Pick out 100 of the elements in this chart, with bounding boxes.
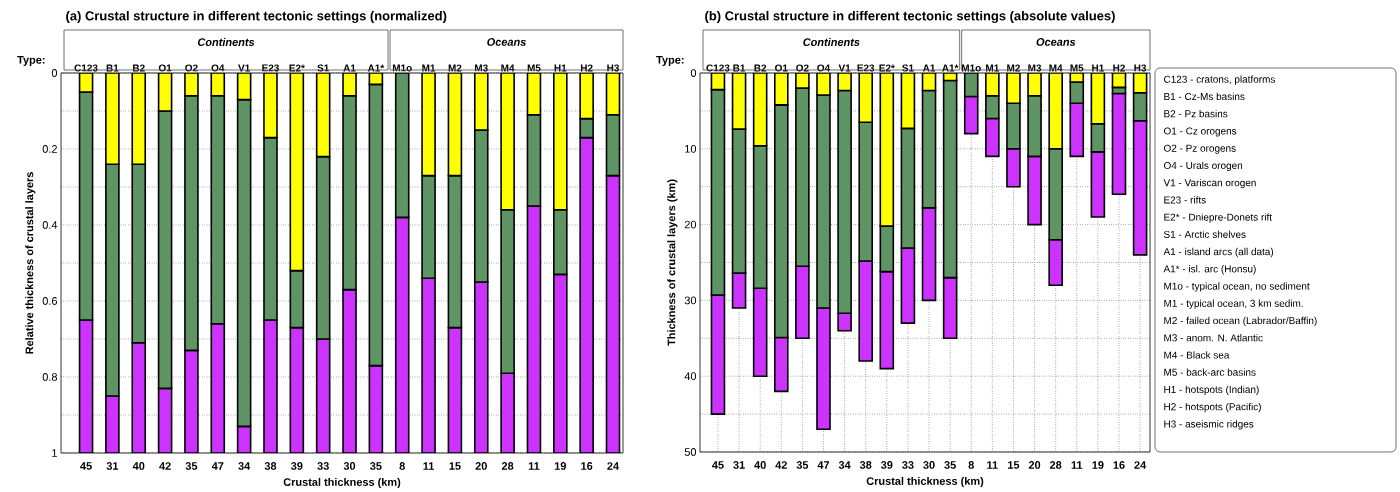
bar bbox=[1090, 151, 1106, 218]
x-tick-label: O4 bbox=[817, 64, 831, 72]
text: 42 bbox=[159, 462, 171, 470]
y-tick-label: 10 bbox=[685, 144, 697, 153]
bar bbox=[1111, 92, 1127, 196]
bar bbox=[315, 338, 331, 453]
bar bbox=[78, 91, 94, 321]
text: 33 bbox=[317, 462, 329, 470]
y-tick-label: 0.8 bbox=[42, 373, 58, 381]
text: M5 - back-arc basins bbox=[1164, 368, 1256, 376]
x-tick-label: H2 bbox=[1113, 64, 1125, 72]
text: 20 bbox=[1028, 461, 1041, 469]
text: S1 - Arctic shelves bbox=[1163, 230, 1246, 238]
bar bbox=[315, 72, 331, 158]
text: M1 - typical ocean, 3 km sedim. bbox=[1164, 299, 1303, 309]
bar bbox=[447, 174, 463, 329]
text: 42 bbox=[775, 461, 787, 469]
text: 20 bbox=[475, 462, 487, 470]
y-tick-label: 0 bbox=[690, 69, 697, 77]
text: B1 - Cz-Ms basins bbox=[1164, 92, 1245, 101]
text: 28 bbox=[501, 462, 514, 470]
text: C123 - cratons, platforms bbox=[1164, 75, 1275, 85]
bar bbox=[289, 326, 305, 453]
y-axis-title: Thickness of crustal layers (km) bbox=[667, 179, 678, 346]
y-tick-label: 50 bbox=[684, 448, 697, 456]
x-tick-label: B2 bbox=[754, 64, 767, 72]
text: 35 bbox=[944, 461, 956, 469]
bar bbox=[605, 174, 621, 453]
x-tick-label: O2 bbox=[185, 64, 198, 72]
text: 30 bbox=[343, 462, 356, 470]
y-tick-label: 40 bbox=[684, 372, 697, 381]
x-tick-label: H1 bbox=[554, 64, 567, 72]
x-tick-label: V1 bbox=[838, 64, 851, 72]
text: M2 - failed ocean (Labrador/Baffin) bbox=[1164, 316, 1317, 327]
bar bbox=[157, 387, 173, 453]
x-tick-label: C123 bbox=[74, 64, 98, 72]
text: 24 bbox=[607, 462, 620, 470]
text: 8 bbox=[968, 461, 974, 469]
text: 35 bbox=[796, 461, 809, 469]
x-tick-label: M4 bbox=[1049, 64, 1063, 72]
text: 15 bbox=[449, 462, 461, 470]
text: 38 bbox=[859, 461, 872, 469]
bar bbox=[236, 98, 252, 428]
text: O2 - Pz orogens bbox=[1163, 144, 1236, 154]
y-tick-label: 20 bbox=[684, 220, 697, 229]
bar bbox=[985, 117, 1000, 158]
bar bbox=[752, 144, 768, 290]
y-tick-label: 0.6 bbox=[42, 297, 58, 305]
bar bbox=[921, 207, 937, 302]
bar bbox=[880, 73, 894, 227]
text: V1 - Variscan orogen bbox=[1163, 178, 1256, 189]
x-tick-label: M2 bbox=[448, 64, 462, 72]
text: 19 bbox=[1092, 461, 1104, 469]
bar bbox=[900, 73, 916, 130]
text: Continents bbox=[803, 37, 860, 47]
bar bbox=[368, 83, 384, 367]
bar bbox=[447, 326, 463, 453]
text: 19 bbox=[554, 462, 566, 470]
y-tick-label: 0.4 bbox=[42, 221, 58, 229]
x-tick-label: A1* bbox=[942, 64, 959, 72]
bar bbox=[1027, 155, 1042, 226]
text: 38 bbox=[264, 462, 277, 470]
text: E2* - Dniepre-Donets rift bbox=[1164, 213, 1272, 223]
bar bbox=[1048, 238, 1063, 287]
x-tick-label: S1 bbox=[317, 64, 329, 72]
text: B2 - Pz basins bbox=[1164, 109, 1228, 118]
x-tick-label: C123 bbox=[706, 64, 730, 72]
text: 39 bbox=[290, 462, 303, 470]
bar bbox=[1006, 148, 1021, 188]
text: M1o - typical ocean, no sediment bbox=[1164, 282, 1310, 292]
text: Continents bbox=[197, 37, 255, 47]
x-tick-label: S1 bbox=[902, 64, 914, 72]
chart-title: (b) Crustal structure in different tectonic settings (absolute values) bbox=[705, 10, 1115, 24]
x-tick-label: E2* bbox=[879, 64, 895, 72]
x-tick-label: O1 bbox=[775, 64, 788, 72]
x-tick-label: O2 bbox=[796, 64, 809, 72]
bar bbox=[605, 113, 621, 177]
text: 24 bbox=[1134, 461, 1147, 469]
text: H1 - hotspots (Indian) bbox=[1164, 385, 1259, 396]
text: 31 bbox=[106, 462, 119, 470]
x-tick-label: H3 bbox=[1134, 64, 1147, 72]
bar bbox=[942, 79, 958, 279]
x-axis-title: Crustal thickness (km) bbox=[283, 477, 401, 489]
bar bbox=[526, 113, 542, 207]
text: 40 bbox=[132, 462, 145, 470]
bar bbox=[78, 319, 94, 453]
bar bbox=[921, 89, 937, 209]
text: M3 - anom. N. Atlantic bbox=[1164, 334, 1263, 342]
bar bbox=[1069, 102, 1085, 158]
text: O4 - Urals orogen bbox=[1163, 161, 1243, 171]
bar bbox=[837, 312, 852, 332]
x-tick-label: B1 bbox=[733, 64, 746, 72]
text: 11 bbox=[528, 462, 540, 470]
bar bbox=[289, 269, 305, 329]
text: 35 bbox=[370, 462, 382, 470]
bar bbox=[900, 247, 916, 324]
x-tick-label: E23 bbox=[857, 64, 875, 72]
x-tick-label: A1 bbox=[922, 64, 936, 72]
text: 16 bbox=[1113, 461, 1125, 469]
text: 31 bbox=[733, 461, 745, 469]
